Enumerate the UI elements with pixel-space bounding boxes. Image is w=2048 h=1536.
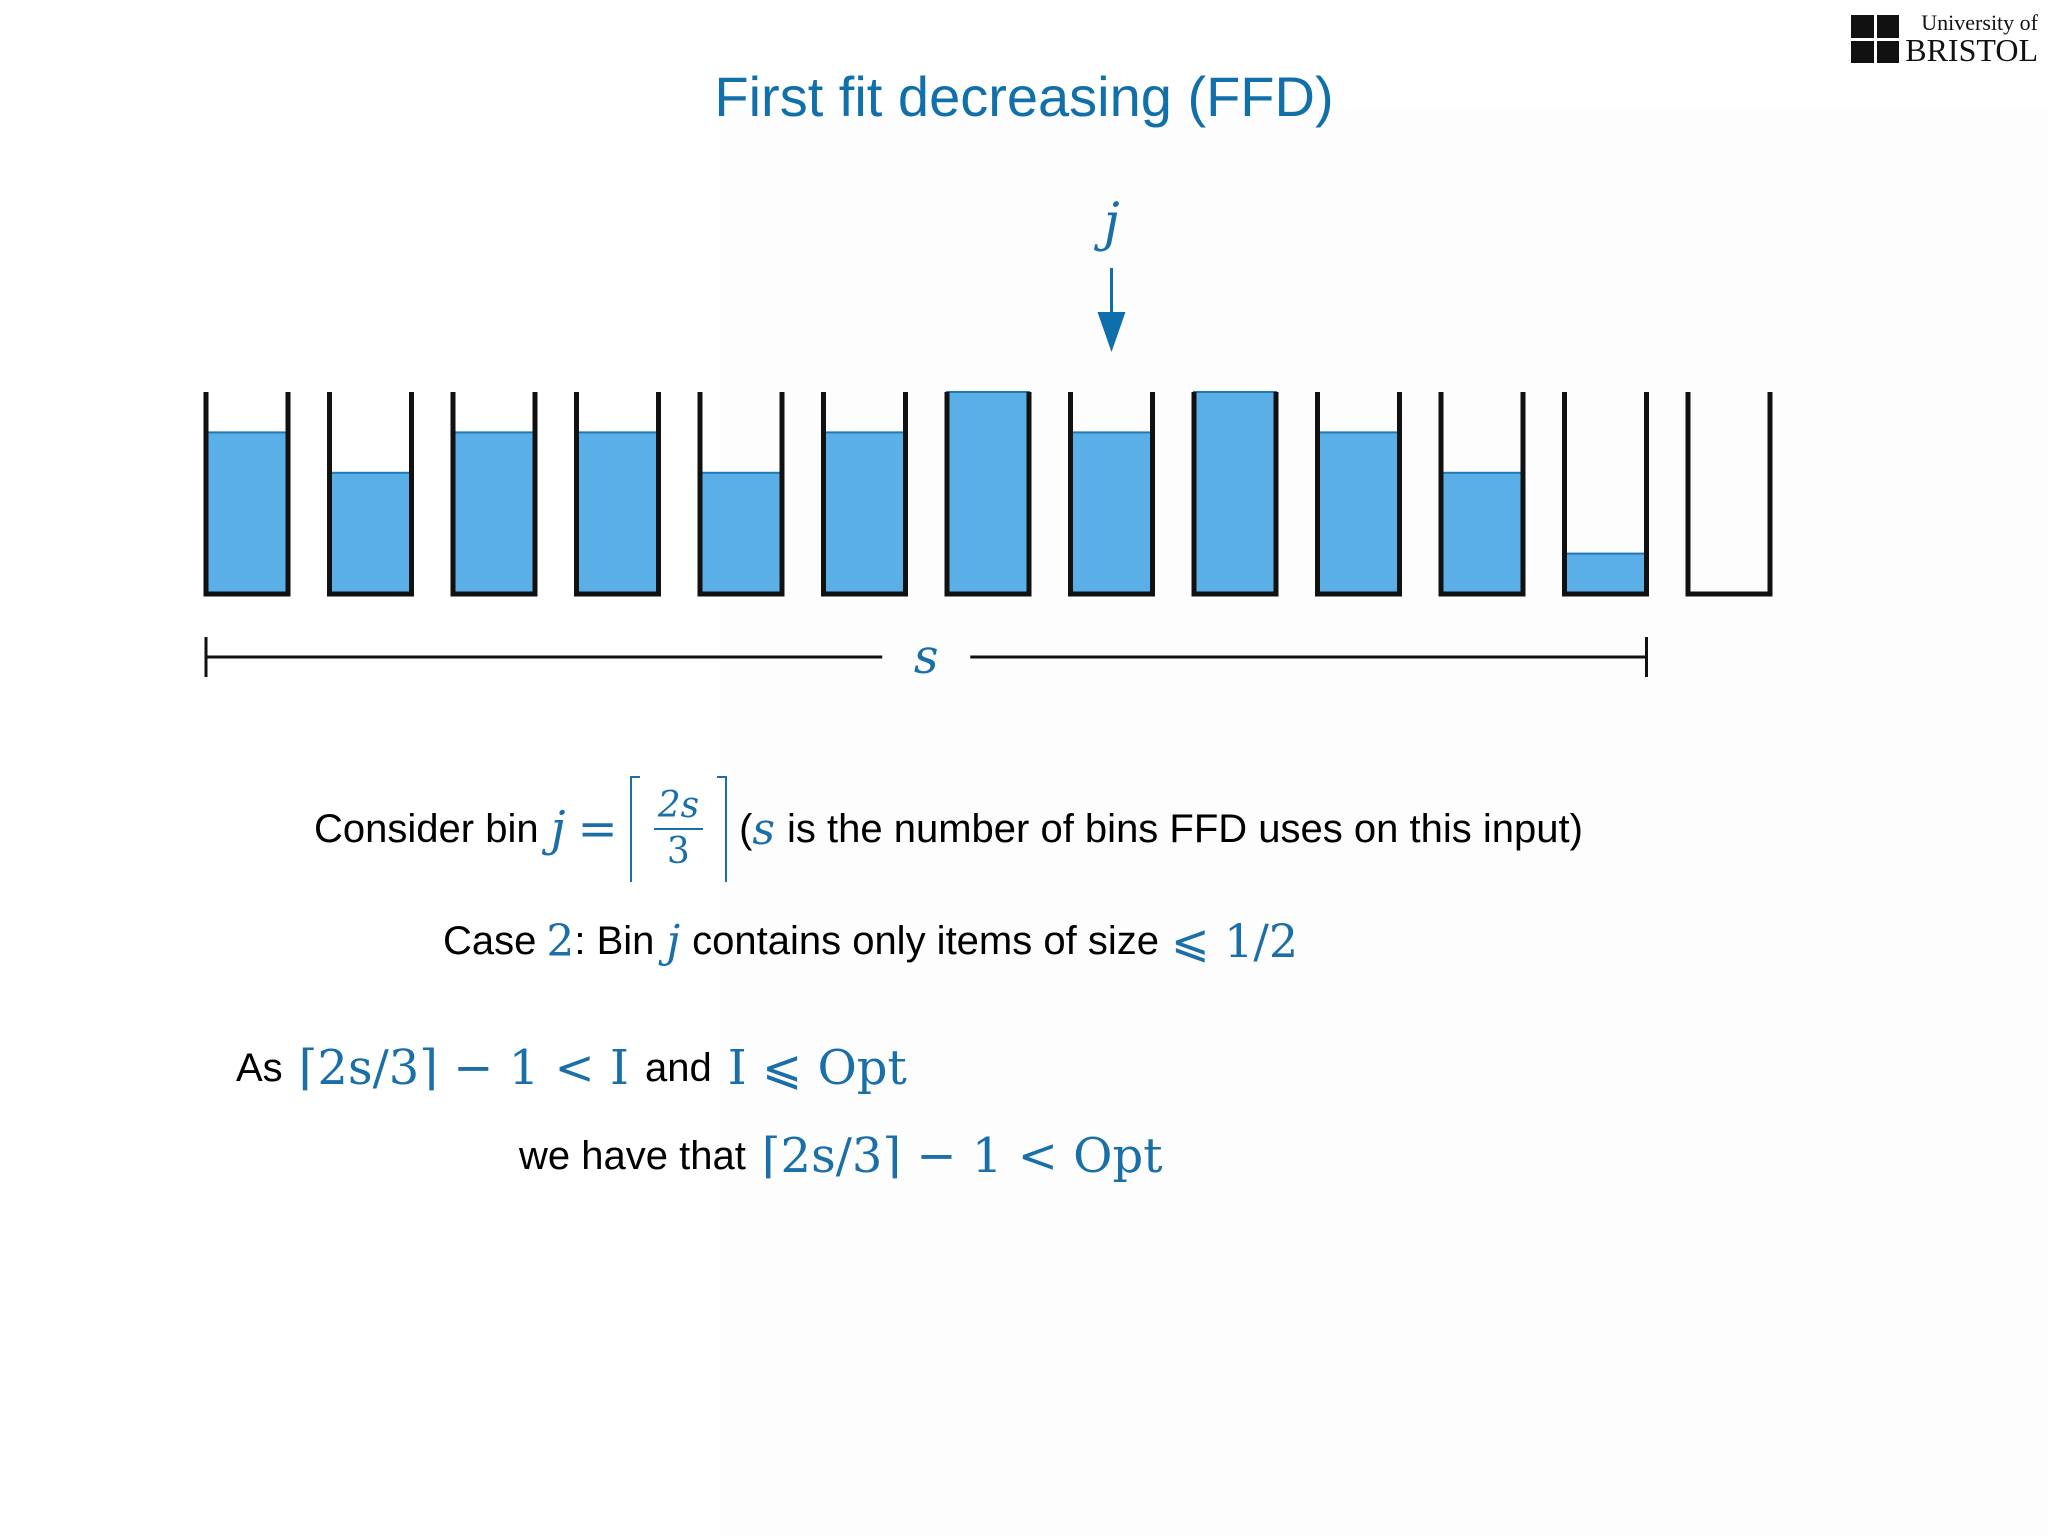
statement-conclusion: we have that ⌈2s/3⌉ − 1 < Opt <box>519 1128 1163 1184</box>
bin-5 <box>697 392 785 597</box>
bin-6 <box>821 392 908 597</box>
bin-outline-11 <box>1438 392 1526 597</box>
bin-label: : Bin <box>574 918 655 963</box>
bin-packing-diagram: j s <box>203 193 1773 685</box>
ceiling-fraction: 2s 3 <box>629 776 728 882</box>
span-group: s <box>204 629 1648 685</box>
bin-fill-11 <box>1440 471 1524 595</box>
consider-bin-text: Consider bin <box>314 806 539 851</box>
slide-title: First fit decreasing (FFD) <box>714 65 1334 128</box>
bin-outline-3 <box>450 392 538 597</box>
bin-fill-3 <box>452 431 536 595</box>
and-text: and <box>645 1045 712 1090</box>
we-have-that-text: we have that <box>519 1133 746 1178</box>
bin-fill-2 <box>328 471 413 595</box>
bin-outline-12 <box>1562 392 1649 597</box>
inequality-opt: I ⩽ Opt <box>727 1040 907 1096</box>
pointer-arrow-head <box>1097 312 1126 352</box>
logo-crest-icon <box>1851 15 1900 63</box>
statement-case-2: Case 2 : Bin j contains only items of si… <box>443 914 1298 968</box>
bin-3 <box>450 392 538 597</box>
bin-8 <box>1068 392 1155 597</box>
bin-13 <box>1685 392 1773 597</box>
bin-fill-5 <box>699 471 783 595</box>
bin-outline-7 <box>944 392 1032 597</box>
conclusion-inequality: ⌈2s/3⌉ − 1 < Opt <box>761 1128 1163 1184</box>
bin-outline-2 <box>327 392 414 597</box>
bin-fill-6 <box>822 431 907 595</box>
bin-fill-10 <box>1316 431 1401 595</box>
bin-fill-7 <box>946 391 1030 595</box>
logo-line-1: University of <box>1921 10 2038 35</box>
contains-only-text: contains only items of size <box>692 918 1159 963</box>
bin-fill-12 <box>1563 552 1648 595</box>
bin-outline-6 <box>821 392 908 597</box>
pointer-label-j: j <box>1093 193 1119 253</box>
statement-consider-bin: Consider bin j = 2s 3 ( s is the number … <box>314 776 1583 882</box>
logo-wordmark: University of BRISTOL <box>1905 10 2038 68</box>
as-text: As <box>236 1045 283 1090</box>
bin-outline-8 <box>1068 392 1155 597</box>
bin-10 <box>1315 392 1402 597</box>
bin-fill-1 <box>205 431 289 595</box>
bin-9 <box>1191 391 1279 597</box>
bin-1 <box>203 392 291 597</box>
pointer-group: j <box>1093 193 1126 352</box>
bin-outline-4 <box>574 392 661 597</box>
var-j-case: j <box>666 915 681 967</box>
university-logo: University of BRISTOL <box>1851 12 2038 66</box>
inequality-lower-bound: ⌈2s/3⌉ − 1 < I <box>298 1040 629 1096</box>
logo-line-2: BRISTOL <box>1905 32 2038 68</box>
var-s: s <box>752 803 775 855</box>
bin-outline-9 <box>1191 392 1279 597</box>
statement-as: As ⌈2s/3⌉ − 1 < I and I ⩽ Opt <box>236 1040 907 1096</box>
bin-fill-8 <box>1069 431 1154 595</box>
bin-outline-10 <box>1315 392 1402 597</box>
bin-fill-4 <box>575 431 660 595</box>
fraction-2s-over-3: 2s 3 <box>653 788 704 872</box>
paren-open: ( <box>739 806 753 851</box>
bin-4 <box>574 392 661 597</box>
case-label: Case <box>443 918 537 963</box>
background-panel <box>720 110 2048 1536</box>
span-label-s: s <box>914 629 939 685</box>
bin-outline-1 <box>203 392 291 597</box>
case-number: 2 <box>546 915 575 967</box>
bin-outline-13 <box>1685 392 1773 597</box>
bins-group <box>203 391 1773 597</box>
equals-sign: = <box>577 801 618 857</box>
bin-12 <box>1562 392 1649 597</box>
var-j: j <box>550 801 566 857</box>
bin-fill-9 <box>1193 391 1277 595</box>
fraction-denominator: 3 <box>666 831 690 872</box>
bin-2 <box>327 392 414 597</box>
bin-7 <box>944 391 1032 597</box>
fraction-numerator: 2s <box>653 788 704 830</box>
size-bound: ⩽ 1/2 <box>1170 914 1299 968</box>
s-definition-text: is the number of bins FFD uses on this i… <box>787 806 1583 851</box>
bin-11 <box>1438 392 1526 597</box>
bin-outline-5 <box>697 392 785 597</box>
